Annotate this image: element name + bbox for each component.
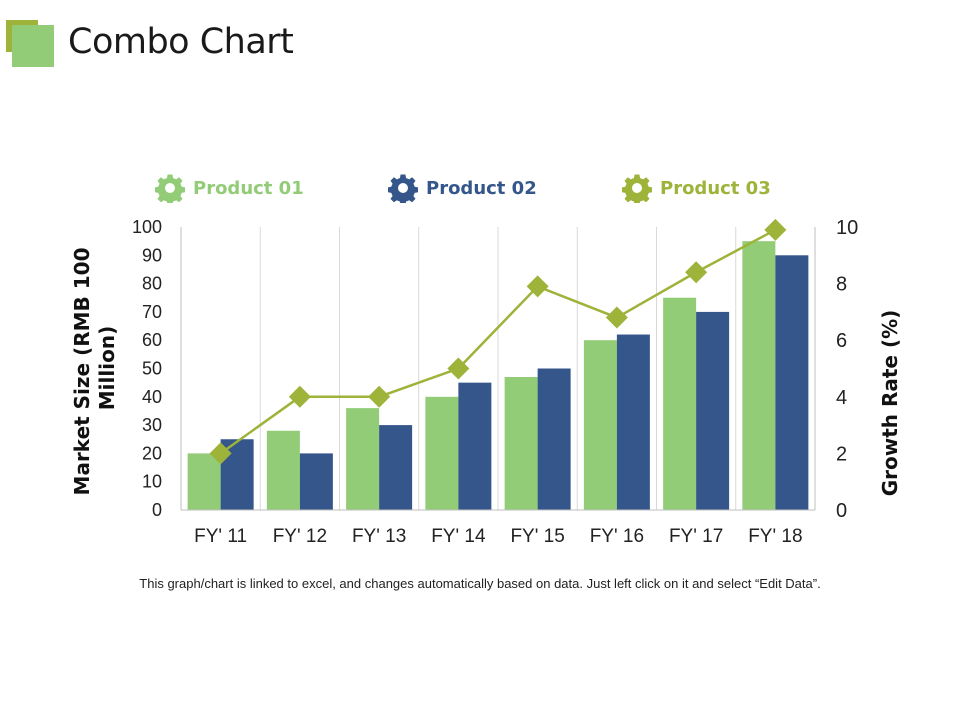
x-tick-label: FY' 11 — [194, 526, 247, 547]
bar-product-01-2[interactable] — [266, 430, 300, 510]
y-left-tick-label: 50 — [142, 359, 162, 379]
x-tick-label: FY' 14 — [431, 526, 486, 547]
x-tick-label: FY' 13 — [352, 526, 406, 547]
line-marker-product-03-2[interactable] — [288, 385, 311, 408]
y-axis-left-title: Market Size (RMB 100 Million) — [70, 241, 119, 496]
bar-product-02-6[interactable] — [616, 334, 650, 510]
legend-label-product-01: Product 01 — [193, 177, 304, 199]
line-marker-product-03-8[interactable] — [764, 218, 787, 241]
bar-product-02-4[interactable] — [458, 382, 492, 510]
y-left-tick-label: 80 — [142, 274, 162, 294]
y-left-tick-label: 40 — [142, 387, 162, 407]
x-tick-label: FY' 12 — [273, 526, 327, 547]
y-left-tick-label: 10 — [142, 472, 162, 492]
y-right-tick-label: 2 — [836, 443, 847, 465]
bar-product-01-4[interactable] — [425, 396, 459, 510]
line-marker-product-03-1[interactable] — [209, 442, 232, 465]
bar-product-01-5[interactable] — [504, 376, 538, 510]
slide-title: Combo Chart — [68, 22, 294, 62]
y-right-tick-label: 10 — [836, 217, 858, 239]
y-axis-right-title: Growth Rate (%) — [878, 310, 902, 497]
y-right-tick-label: 8 — [836, 274, 847, 296]
y-axis-left-title-line1: Market Size (RMB 100 — [70, 248, 94, 496]
y-left-tick-label: 90 — [142, 245, 162, 265]
x-tick-label: FY' 17 — [669, 526, 723, 547]
legend-item-product-01[interactable]: Product 01 — [155, 172, 304, 204]
line-marker-product-03-3[interactable] — [368, 385, 391, 408]
legend-label-product-03: Product 03 — [660, 177, 771, 199]
y-left-tick-label: 30 — [142, 415, 162, 435]
y-left-tick-label: 70 — [142, 302, 162, 322]
y-axis-left-title-line2: Million) — [95, 326, 119, 410]
line-marker-product-03-4[interactable] — [447, 357, 470, 380]
bar-product-02-5[interactable] — [537, 368, 571, 511]
bar-product-01-6[interactable] — [583, 340, 617, 510]
bar-product-02-2[interactable] — [299, 453, 333, 510]
bar-product-01-1[interactable] — [187, 453, 221, 510]
y-left-tick-label: 0 — [152, 500, 162, 520]
line-marker-product-03-5[interactable] — [526, 275, 549, 298]
bar-product-01-3[interactable] — [346, 408, 380, 510]
bar-product-02-3[interactable] — [379, 425, 413, 510]
footnote: This graph/chart is linked to excel, and… — [139, 576, 821, 591]
title-accent-square-front — [12, 25, 54, 67]
y-left-tick-label: 100 — [132, 217, 162, 237]
bar-product-02-7[interactable] — [696, 311, 730, 510]
line-marker-product-03-6[interactable] — [605, 306, 628, 329]
bar-product-02-8[interactable] — [775, 255, 809, 510]
y-right-tick-label: 4 — [836, 387, 847, 409]
y-left-tick-label: 20 — [142, 443, 162, 463]
bar-product-01-7[interactable] — [663, 297, 697, 510]
x-tick-label: FY' 16 — [590, 526, 644, 547]
x-tick-label: FY' 15 — [510, 526, 564, 547]
y-right-tick-label: 6 — [836, 330, 847, 352]
line-marker-product-03-7[interactable] — [685, 261, 708, 284]
y-right-tick-label: 0 — [836, 500, 847, 522]
legend-item-product-03[interactable]: Product 03 — [622, 172, 771, 204]
line-product-03[interactable] — [219, 228, 776, 455]
bar-product-01-8[interactable] — [742, 241, 776, 510]
y-left-tick-label: 60 — [142, 330, 162, 350]
legend-label-product-02: Product 02 — [426, 177, 537, 199]
x-tick-label: FY' 18 — [748, 526, 802, 547]
legend-item-product-02[interactable]: Product 02 — [388, 172, 537, 204]
